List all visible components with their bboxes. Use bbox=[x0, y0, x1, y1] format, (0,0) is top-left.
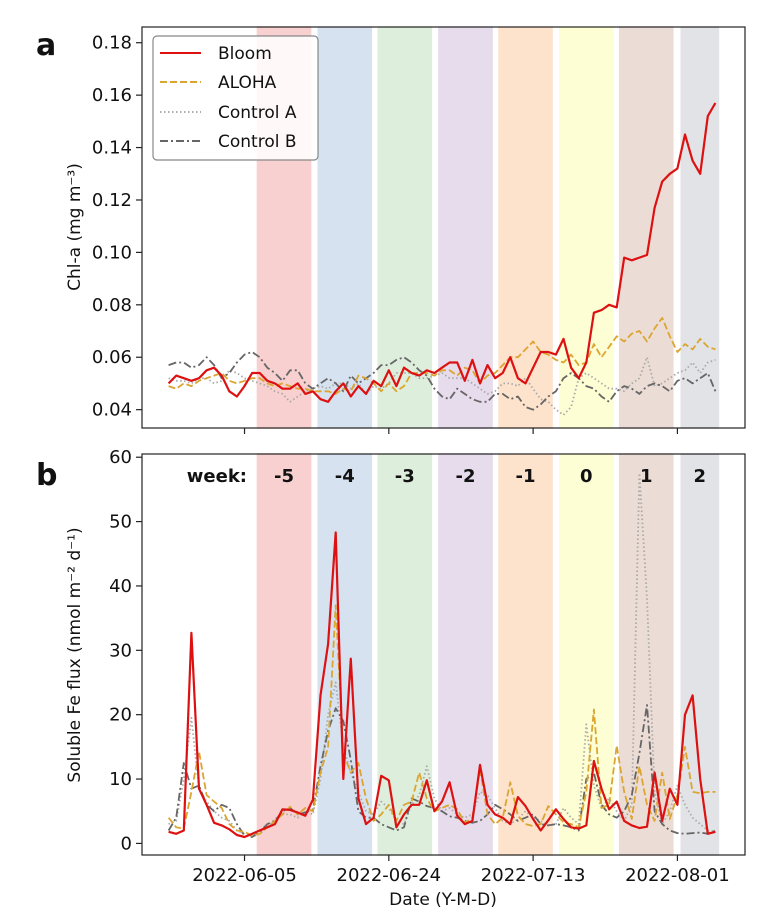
week-label-1: 1 bbox=[640, 466, 653, 487]
x-ticks-a bbox=[243, 428, 679, 434]
week-label--2: -2 bbox=[456, 466, 476, 487]
legend-label-bloom: Bloom bbox=[218, 44, 272, 64]
series-line-control-b bbox=[167, 704, 716, 838]
legend-label-control-a: Control A bbox=[218, 103, 297, 123]
week-band--2 bbox=[438, 26, 493, 429]
panel-a-chl: 0.04 0.06 0.08 0.10 0.12 0.14 0.16 0.18 Chl-a (… bbox=[65, 26, 746, 434]
week-band-1 bbox=[618, 453, 674, 856]
y-tick-label: 60 bbox=[109, 447, 132, 468]
series-lines-b bbox=[167, 472, 716, 839]
y-tick-label: 50 bbox=[109, 512, 132, 533]
legend-box bbox=[152, 35, 319, 161]
week-band-1 bbox=[618, 26, 674, 429]
week-bands-a bbox=[256, 26, 720, 429]
y-axis-label-a: Chl-a (mg m⁻³) bbox=[65, 163, 85, 291]
x-axis-label: Date (Y-M-D) bbox=[389, 890, 497, 910]
y-tick-label: 0.04 bbox=[92, 400, 132, 421]
week-band--4 bbox=[317, 26, 373, 429]
y-tick-label: 0.08 bbox=[92, 295, 132, 316]
week-label--5: -5 bbox=[274, 466, 294, 487]
x-tick-label: 2022-06-05 bbox=[192, 865, 297, 886]
x-tick-label: 2022-07-13 bbox=[481, 865, 586, 886]
series-line-aloha bbox=[168, 316, 716, 395]
legend-label-control-b: Control B bbox=[218, 132, 297, 152]
legend: Bloom ALOHA Control A Control B bbox=[152, 35, 319, 161]
y-tick-label: 0.16 bbox=[92, 85, 132, 106]
x-tick-label: 2022-06-24 bbox=[337, 865, 442, 886]
week-band-2 bbox=[680, 453, 720, 856]
y-tick-label: 0.10 bbox=[92, 242, 132, 263]
week-band--1 bbox=[498, 26, 553, 429]
y-tick-label: 0.18 bbox=[92, 33, 132, 54]
x-ticks-b: 2022-06-05 2022-06-24 2022-07-13 2022-08-01 bbox=[192, 855, 730, 886]
y-tick-label: 30 bbox=[109, 640, 132, 661]
week-prefix-label: week: bbox=[187, 466, 247, 487]
y-axis-label-b: Soluble Fe flux (nmol m⁻² d⁻¹) bbox=[65, 527, 85, 782]
series-line-aloha bbox=[167, 604, 716, 837]
y-tick-label: 10 bbox=[109, 769, 132, 790]
week-label-2: 2 bbox=[694, 466, 707, 487]
y-tick-label: 0.12 bbox=[92, 190, 132, 211]
x-tick-label: 2022-08-01 bbox=[625, 865, 730, 886]
series-lines-a bbox=[167, 102, 717, 416]
week-label--3: -3 bbox=[395, 466, 415, 487]
series-line-control-a bbox=[168, 356, 716, 416]
series-line-control-b bbox=[168, 351, 717, 411]
series-line-bloom bbox=[168, 531, 716, 839]
y-tick-label: 0 bbox=[121, 833, 132, 854]
y-tick-label: 20 bbox=[109, 705, 132, 726]
week-label--4: -4 bbox=[335, 466, 355, 487]
y-ticks-b: 0 10 20 30 40 50 60 bbox=[109, 447, 142, 854]
panel-label-b: b bbox=[36, 458, 57, 493]
axes-frame-a bbox=[141, 26, 746, 429]
week-band--5 bbox=[256, 453, 312, 856]
series-line-bloom bbox=[167, 102, 717, 403]
y-tick-label: 40 bbox=[109, 576, 132, 597]
week-label--1: -1 bbox=[516, 466, 536, 487]
week-label-0: 0 bbox=[580, 466, 593, 487]
y-tick-label: 0.06 bbox=[92, 347, 132, 368]
week-band-2 bbox=[680, 26, 720, 429]
week-labels: week: -5 -4 -3 -2 -1 0 1 2 bbox=[187, 466, 706, 487]
panel-label-a: a bbox=[36, 28, 56, 63]
axes-frame-b bbox=[141, 453, 746, 856]
legend-label-aloha: ALOHA bbox=[218, 73, 277, 93]
y-ticks-a: 0.04 0.06 0.08 0.10 0.12 0.14 0.16 0.18 bbox=[92, 33, 142, 421]
week-band--1 bbox=[498, 453, 553, 856]
y-tick-label: 0.14 bbox=[92, 138, 132, 159]
week-band-0 bbox=[558, 26, 614, 429]
